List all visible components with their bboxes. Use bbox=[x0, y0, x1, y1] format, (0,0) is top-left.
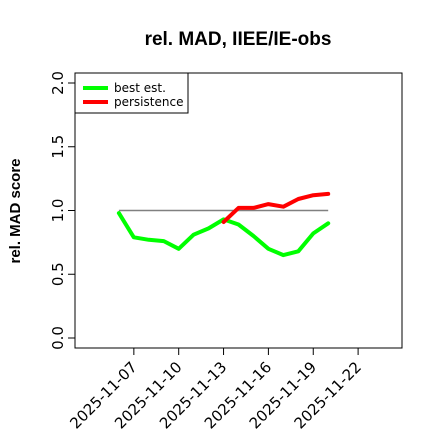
y-tick-label: 0.0 bbox=[49, 326, 67, 350]
y-tick-label: 2.0 bbox=[49, 71, 67, 95]
plot-area bbox=[116, 191, 331, 258]
x-axis: 2025-11-072025-11-102025-11-132025-11-16… bbox=[66, 348, 365, 432]
legend: best est.persistence bbox=[74, 72, 189, 114]
y-axis: 0.0 0.5 1.0 1.5 2.0 bbox=[49, 71, 75, 350]
chart-title: rel. MAD, IIEE/IE-obs bbox=[145, 29, 332, 50]
y-axis-label: rel. MAD score bbox=[7, 158, 24, 263]
series-line-persistence bbox=[221, 191, 331, 224]
y-tick-label: 0.5 bbox=[49, 262, 67, 286]
y-tick-label: 1.5 bbox=[49, 135, 67, 159]
y-tick-label: 1.0 bbox=[49, 199, 67, 223]
legend-label: persistence bbox=[114, 95, 183, 109]
legend-box bbox=[74, 72, 189, 114]
legend-label: best est. bbox=[114, 81, 166, 95]
